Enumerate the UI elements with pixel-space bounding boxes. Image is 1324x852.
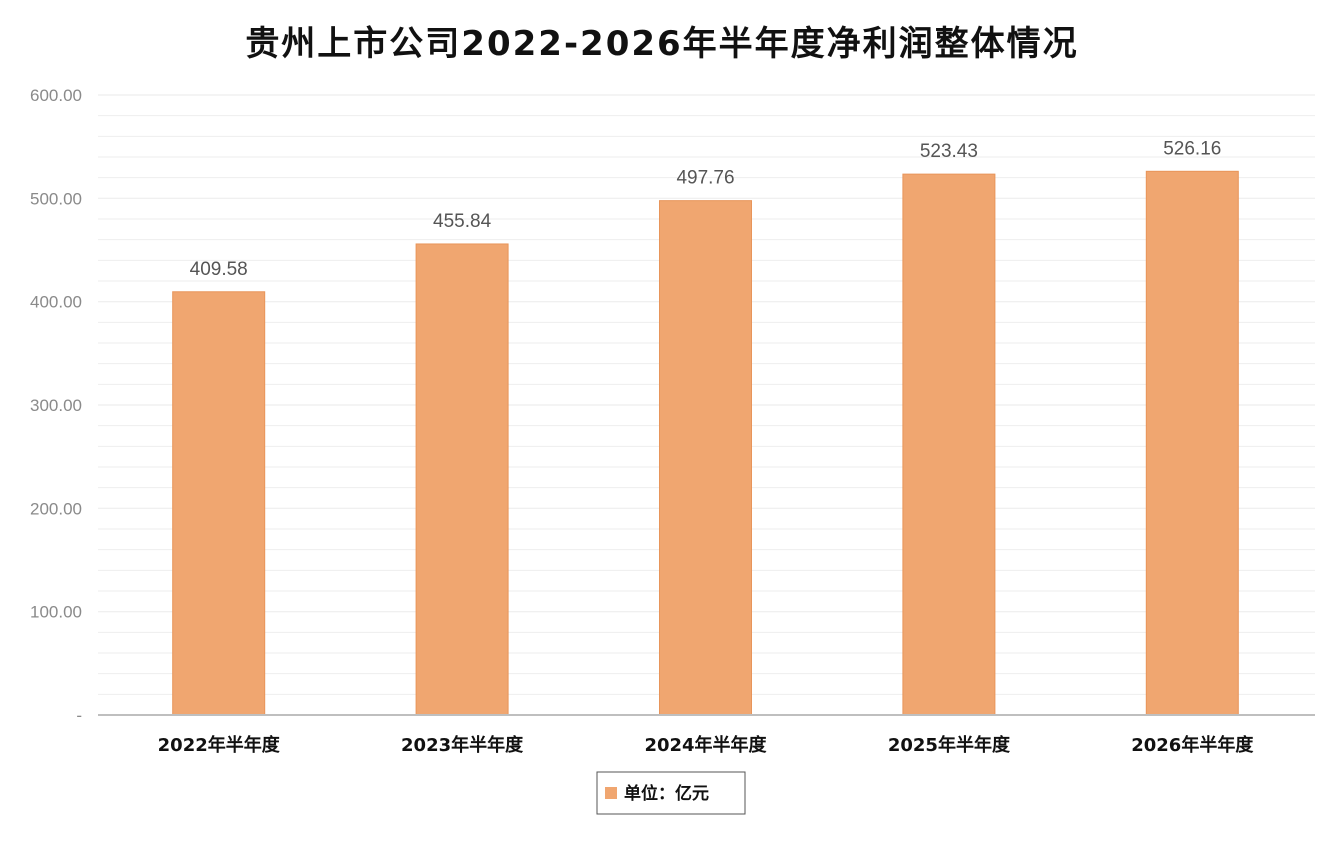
y-tick-label: 300.00	[30, 396, 82, 415]
data-label: 409.58	[190, 259, 248, 280]
data-label: 497.76	[676, 168, 734, 189]
y-axis-ticks: - 100.00 200.00 300.00 400.00 500.00 600.00	[30, 86, 82, 725]
legend: 单位：亿元	[596, 771, 746, 815]
y-tick-label: 200.00	[30, 499, 82, 518]
y-tick-label: 500.00	[30, 189, 82, 208]
bar	[1145, 170, 1239, 716]
x-tick-label: 2022年半年度	[158, 734, 281, 756]
bar	[659, 200, 752, 716]
bar	[172, 291, 266, 716]
y-tick-label: 400.00	[30, 293, 82, 312]
y-tick-label: 100.00	[30, 603, 82, 622]
x-tick-label: 2025年半年度	[888, 734, 1011, 756]
y-tick-label: -	[76, 706, 82, 725]
legend-box	[596, 771, 746, 815]
data-label: 455.84	[433, 211, 492, 232]
legend-label: 单位：亿元	[624, 783, 709, 804]
bar	[415, 243, 509, 716]
bar	[902, 173, 996, 716]
x-tick-label: 2026年半年度	[1131, 734, 1254, 756]
bars	[172, 170, 1239, 716]
x-axis-ticks: 2022年半年度 2023年半年度 2024年半年度 2025年半年度 2026年半年度	[158, 734, 1255, 756]
x-tick-label: 2024年半年度	[644, 734, 767, 756]
data-labels: 409.58 455.84 497.76 523.43 526.16	[190, 138, 1222, 279]
data-label: 523.43	[920, 141, 978, 162]
chart-title: 贵州上市公司2022-2026年半年度净利润整体情况	[245, 24, 1078, 64]
data-label: 526.16	[1163, 138, 1221, 159]
x-tick-label: 2023年半年度	[401, 734, 524, 756]
legend-swatch	[605, 787, 617, 799]
y-tick-label: 600.00	[30, 86, 82, 105]
